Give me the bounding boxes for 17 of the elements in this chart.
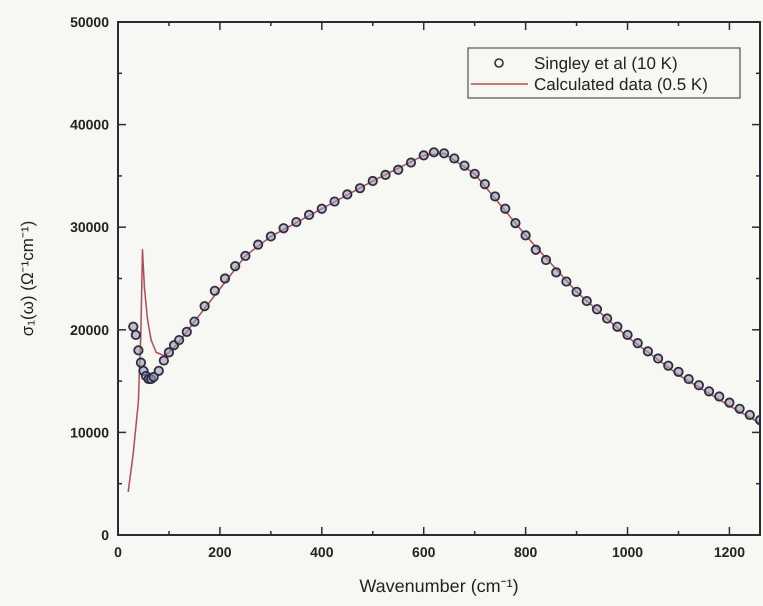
- y-axis-title: σ₁(ω) (Ω⁻¹cm⁻¹): [18, 220, 37, 336]
- y-tick-label: 40000: [70, 116, 110, 133]
- x-axis-title: Wavenumber (cm⁻¹): [359, 576, 519, 596]
- x-tick-label: 1200: [714, 544, 746, 560]
- x-tick-label: 0: [114, 544, 122, 560]
- x-tick-label: 400: [310, 544, 334, 560]
- x-tick-label: 600: [412, 544, 436, 560]
- legend-label: Singley et al (10 K): [534, 54, 678, 73]
- y-tick-label: 20000: [70, 322, 110, 338]
- x-tick-label: 800: [514, 544, 538, 560]
- y-tick-label: 0: [101, 527, 110, 543]
- y-tick-label: 10000: [70, 424, 110, 440]
- y-tick-label: 50000: [70, 14, 110, 30]
- x-tick-label: 1000: [612, 544, 644, 560]
- legend-label: Calculated data (0.5 K): [534, 75, 708, 94]
- x-tick-label: 200: [208, 544, 232, 560]
- y-tick-label: 30000: [70, 219, 110, 236]
